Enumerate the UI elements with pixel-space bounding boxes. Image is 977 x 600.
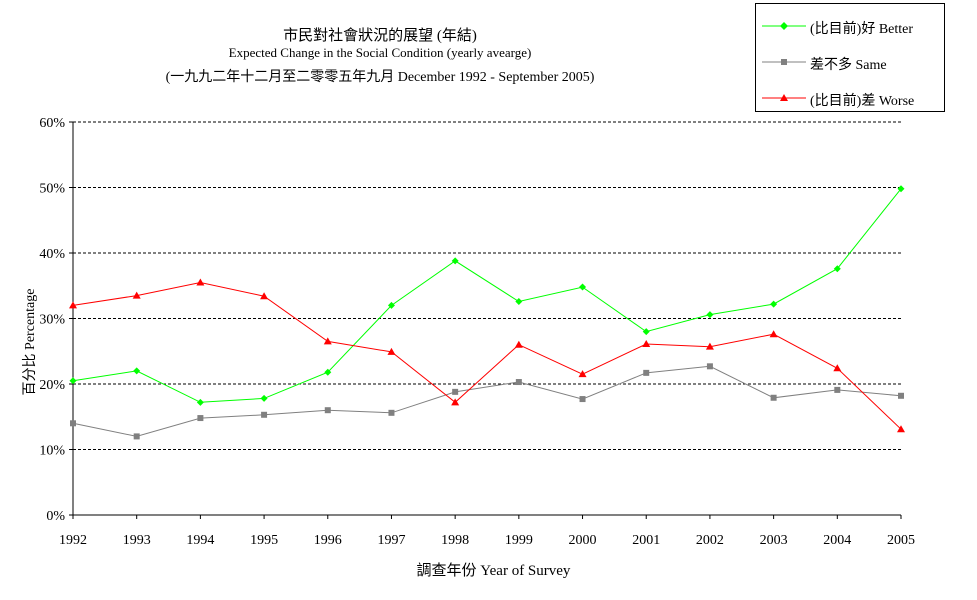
data-point-same <box>643 369 650 376</box>
data-point-better <box>706 311 714 319</box>
y-tick-label: 60% <box>39 116 65 131</box>
legend-label-same: 差不多 Same <box>810 58 887 73</box>
data-point-worse <box>387 347 396 355</box>
data-point-worse <box>897 425 905 433</box>
series-line-better <box>72 188 902 403</box>
data-point-worse <box>705 342 714 350</box>
legend-item-same: 差不多 Same <box>756 52 944 74</box>
x-tick-label: 1992 <box>59 533 87 548</box>
data-point-better <box>515 297 523 305</box>
chart-legend: (比目前)好 Better 差不多 Same (比目前)差 Worse <box>755 3 945 112</box>
data-point-same <box>898 392 904 399</box>
data-point-worse <box>260 292 269 300</box>
data-point-same <box>133 433 140 440</box>
legend-item-better: (比目前)好 Better <box>756 16 944 38</box>
data-point-worse <box>323 337 332 345</box>
x-tick-label: 1994 <box>186 533 214 548</box>
data-point-same <box>515 379 522 386</box>
data-point-better <box>770 300 778 308</box>
legend-marker-better <box>762 22 806 30</box>
data-point-same <box>834 386 841 393</box>
data-point-better <box>387 301 395 309</box>
data-point-better <box>196 398 204 406</box>
x-tick-label: 2004 <box>823 533 851 548</box>
legend-marker-worse <box>762 94 806 101</box>
data-point-better <box>451 257 459 265</box>
data-point-same <box>70 420 76 427</box>
series-line-same <box>72 365 902 437</box>
chart-subtitle: Expected Change in the Social Condition … <box>228 45 532 60</box>
data-point-same <box>388 409 395 416</box>
legend-label-worse: (比目前)差 Worse <box>810 94 915 109</box>
data-point-same <box>770 394 777 401</box>
y-tick-label: 0% <box>46 509 65 524</box>
x-tick-label: 2000 <box>569 533 597 548</box>
x-tick-label: 2001 <box>632 533 660 548</box>
data-point-better <box>133 367 141 375</box>
data-point-same <box>452 388 459 395</box>
x-tick-label: 1993 <box>123 533 151 548</box>
data-point-better <box>579 283 587 291</box>
data-point-worse <box>69 301 77 309</box>
x-tick-label: 1995 <box>250 533 278 548</box>
chart-date-range: (一九九二年十二月至二零零五年九月 December 1992 - Septem… <box>165 70 595 85</box>
y-tick-label: 50% <box>39 182 65 197</box>
series-line-worse <box>72 281 902 430</box>
legend-marker-same <box>762 59 806 65</box>
data-point-worse <box>196 278 205 286</box>
data-point-same <box>197 415 204 422</box>
y-axis-title: 百分比 Percentage <box>23 288 38 396</box>
y-tick-label: 20% <box>39 378 65 393</box>
data-point-same <box>579 396 586 403</box>
data-point-better <box>833 265 841 273</box>
data-point-better <box>324 368 332 376</box>
data-point-better <box>642 328 650 336</box>
data-point-worse <box>833 364 842 372</box>
data-point-better <box>260 394 268 402</box>
y-tick-label: 40% <box>39 247 65 262</box>
data-point-better <box>897 185 905 193</box>
x-tick-label: 1999 <box>505 533 533 548</box>
y-tick-label: 10% <box>39 444 65 459</box>
data-point-worse <box>451 398 460 406</box>
x-tick-label: 2005 <box>887 533 915 548</box>
x-tick-label: 1996 <box>314 533 342 548</box>
data-point-worse <box>132 291 141 299</box>
data-point-same <box>324 407 331 414</box>
x-tick-label: 1997 <box>377 533 405 548</box>
data-point-worse <box>642 340 651 348</box>
data-point-same <box>261 411 268 418</box>
legend-label-better: (比目前)好 Better <box>810 22 914 37</box>
x-tick-label: 1998 <box>441 533 469 548</box>
chart-title: 市民對社會狀況的展望 (年結) <box>283 28 477 44</box>
data-point-worse <box>769 330 778 338</box>
x-axis-title: 調查年份 Year of Survey <box>416 563 571 579</box>
data-point-worse <box>578 370 587 378</box>
data-point-worse <box>514 340 523 348</box>
legend-item-worse: (比目前)差 Worse <box>756 88 944 110</box>
data-point-better <box>69 377 77 385</box>
y-tick-label: 30% <box>39 313 65 328</box>
x-tick-label: 2003 <box>760 533 788 548</box>
data-point-same <box>706 363 713 370</box>
x-tick-label: 2002 <box>696 533 724 548</box>
